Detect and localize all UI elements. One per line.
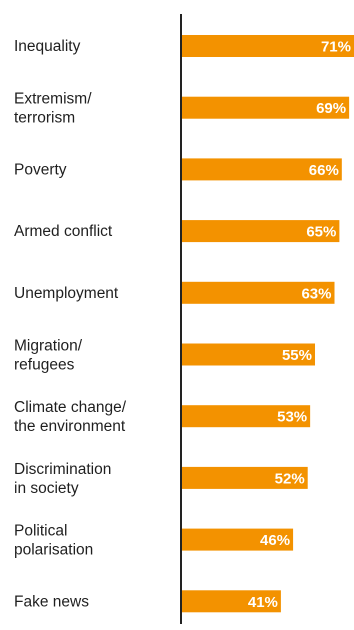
bar-6 [181,405,311,428]
bar-value-label-6: 53% [277,409,307,426]
category-label-line: Climate change/ [14,399,127,416]
bar-5 [181,343,316,366]
bar-value-label-2: 66% [309,162,339,179]
category-label-1: Extremism/terrorism [14,91,92,127]
category-label-8: Political polarisation [14,523,93,559]
category-label-line: terrorism [14,110,75,127]
bar-3 [181,220,340,243]
bar-value-label-7: 52% [275,470,305,487]
category-label-line: Armed conflict [14,223,113,240]
category-label-line: Unemployment [14,285,119,302]
category-label-line: Migration/ [14,338,83,355]
bar-1 [181,96,350,119]
category-label-9: Fake news [14,593,89,610]
bar-9 [181,590,281,613]
bar-value-label-0: 71% [321,39,351,56]
category-label-line: Extremism/ [14,91,92,108]
bar-4 [181,281,335,304]
bar-value-label-3: 65% [306,224,336,241]
bars-group: 71% 69% 66% 65% 63% 55% 53% 52% 46% 41% [181,35,354,613]
bar-7 [181,466,308,489]
category-label-7: Discrimination in society [14,461,111,497]
bar-value-label-1: 69% [316,100,346,117]
bar-value-label-8: 46% [260,532,290,549]
category-label-line: Discrimination [14,461,111,478]
category-label-line: Political [14,523,67,540]
category-label-4: Unemployment [14,285,119,302]
category-label-5: Migration/refugees [14,338,83,374]
category-label-line: Inequality [14,38,81,55]
category-label-line: in society [14,480,79,497]
category-label-line: polarisation [14,542,93,559]
bar-2 [181,158,342,181]
category-label-2: Poverty [14,161,67,178]
bar-8 [181,528,294,551]
bar-value-label-9: 41% [248,594,278,611]
bar-0 [181,35,354,57]
category-label-0: Inequality [14,38,81,55]
category-label-line: Fake news [14,593,89,610]
category-label-6: Climate change/the environment [14,399,127,435]
category-label-line: Poverty [14,161,67,178]
bar-value-label-5: 55% [282,347,312,364]
category-label-3: Armed conflict [14,223,113,240]
category-labels-group: Inequality Extremism/terrorism Poverty Arme… [14,38,127,610]
bar-value-label-4: 63% [301,285,331,302]
category-label-line: the environment [14,418,126,435]
category-label-line: refugees [14,357,75,374]
